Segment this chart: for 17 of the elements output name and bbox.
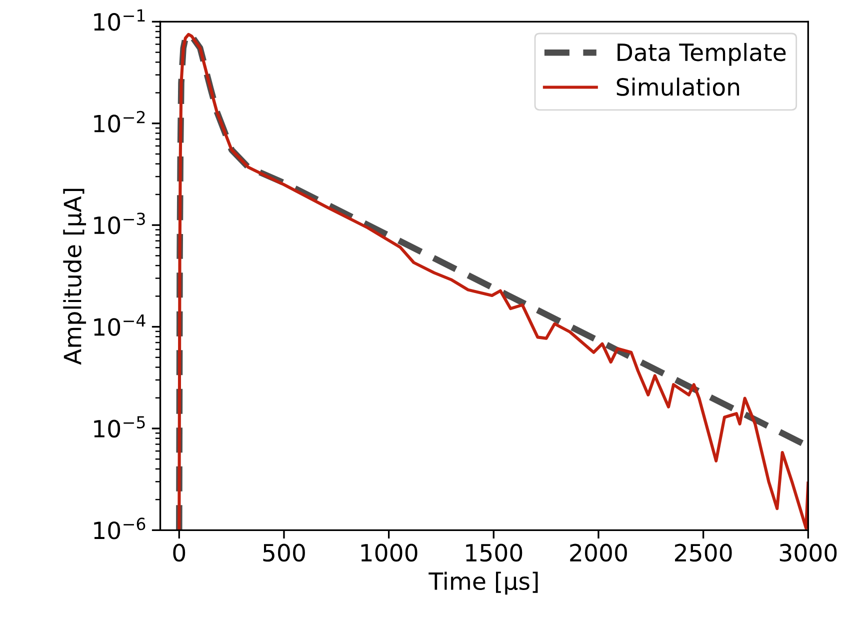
y-tick-label: 10$^{−3}$ xyxy=(94,212,145,234)
x-tick-label: 2000 xyxy=(570,544,627,562)
legend-label: Simulation xyxy=(616,78,740,96)
x-tick-label: 2500 xyxy=(674,544,732,562)
x-tick-label: 1000 xyxy=(361,544,418,562)
y-tick-label: 10$^{−1}$ xyxy=(94,9,145,31)
x-tick-label: 1500 xyxy=(466,544,522,562)
y-tick-label: 10$^{−2}$ xyxy=(94,110,145,133)
x-tick-label: 0 xyxy=(173,544,186,562)
y-tick-label: 10$^{−5}$ xyxy=(94,416,145,438)
y-tick-label: 10$^{−4}$ xyxy=(94,314,146,336)
x-tick-label: 3000 xyxy=(780,544,837,562)
legend-label: Data Template xyxy=(618,42,786,66)
y-tick-label: 10$^{−6}$ xyxy=(94,518,146,540)
x-tick-label: 500 xyxy=(263,544,305,562)
y-axis-title: Amplitude [µA] xyxy=(63,188,86,365)
x-axis-title: Time [µs] xyxy=(428,572,538,595)
